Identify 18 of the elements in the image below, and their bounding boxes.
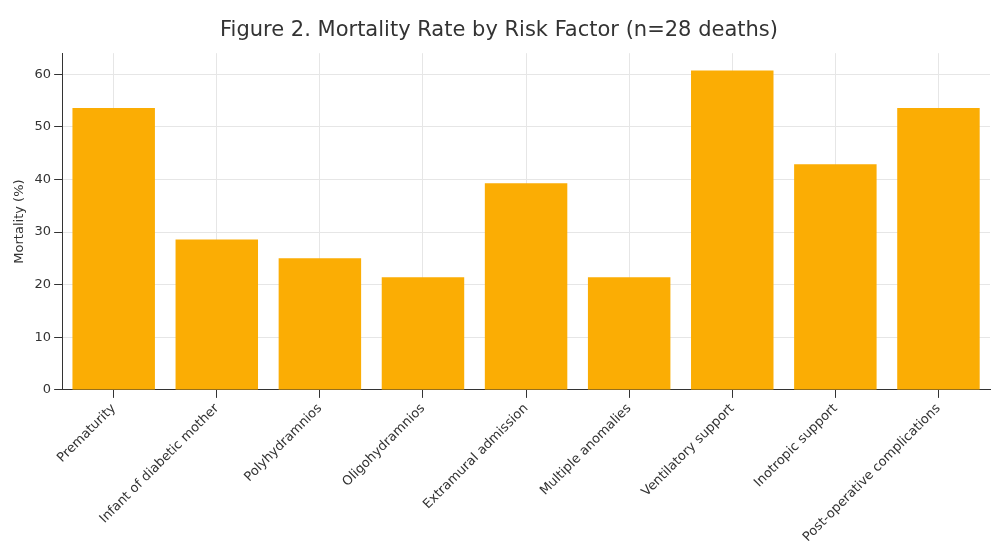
bar: [794, 164, 877, 390]
bar: [897, 107, 980, 390]
bar: [278, 258, 362, 390]
y-tick-label: 50: [34, 118, 52, 134]
bar: [484, 183, 568, 390]
y-tick-label: 20: [34, 276, 52, 292]
chart-title: Figure 2. Mortality Rate by Risk Factor (n=28 deaths): [220, 17, 778, 42]
bar: [381, 277, 465, 390]
bar: [691, 70, 774, 390]
y-tick-label: 0: [42, 381, 52, 397]
bar: [72, 107, 155, 390]
bar: [587, 277, 671, 390]
y-tick-label: 40: [34, 170, 52, 186]
bar: [175, 239, 259, 390]
y-axis-title: Mortality (%): [11, 179, 27, 264]
y-tick-label: 30: [34, 223, 52, 239]
y-tick-label: 10: [34, 328, 52, 344]
y-tick-label: 60: [34, 65, 52, 81]
